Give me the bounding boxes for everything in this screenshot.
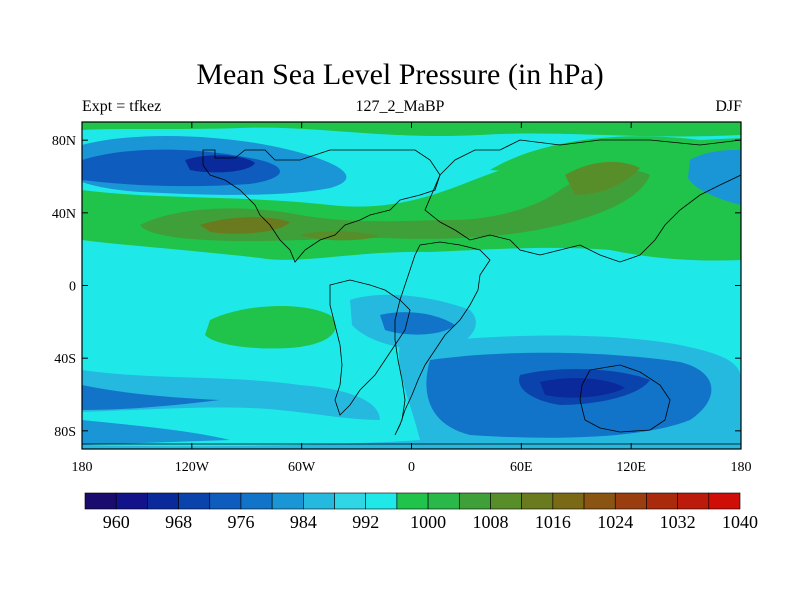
- x-tick-label: 120W: [175, 460, 210, 475]
- colorbar-swatch: [271, 492, 304, 510]
- x-tick-label: 60E: [510, 460, 533, 475]
- x-axis: 180 120W 60W 0 60E 120E 180: [72, 122, 752, 475]
- experiment-label: Expt = tfkez: [82, 98, 162, 115]
- contour-1020-band: [200, 217, 290, 234]
- x-tick-label: 180: [731, 460, 752, 475]
- contour-976-band: [185, 155, 255, 173]
- contour-968-band: [540, 378, 625, 398]
- colorbar-swatch: [427, 492, 460, 510]
- colorbar-swatch: [396, 492, 429, 510]
- x-tick-label: 180: [72, 460, 93, 475]
- coastline-africa: [394, 241, 491, 436]
- x-tick-label: 60W: [288, 460, 316, 475]
- period-label: 127_2_MaBP: [355, 98, 445, 115]
- colorbar-swatch: [521, 492, 554, 510]
- colorbar-label: 976: [227, 512, 254, 532]
- y-tick-label: 80S: [54, 425, 76, 440]
- contour-1016-band: [565, 161, 640, 195]
- contour-984-band: [82, 385, 220, 410]
- colorbar-label: 960: [103, 512, 130, 532]
- colorbar-swatch: [552, 492, 585, 510]
- colorbar-swatch: [583, 492, 616, 510]
- colorbar-swatch: [646, 492, 678, 510]
- colorbar-label: 984: [290, 512, 317, 532]
- x-tick-label: 0: [408, 460, 415, 475]
- y-tick-label: 40S: [54, 352, 76, 367]
- colorbar-label: 1000: [410, 512, 446, 532]
- colorbar-label: 1016: [535, 512, 571, 532]
- contour-992-band: [82, 370, 380, 420]
- colorbar-swatch: [84, 492, 117, 510]
- colorbar-swatch: [209, 492, 242, 510]
- colorbar-swatch: [334, 492, 367, 510]
- coastline-south-america: [329, 279, 411, 416]
- x-tick-label: 120E: [616, 460, 646, 475]
- colorbar-swatch: [147, 492, 179, 510]
- colorbar-swatch: [677, 492, 710, 510]
- y-tick-label: 40N: [52, 207, 76, 222]
- contour-992-band: [688, 149, 741, 205]
- coastline-eurasia: [424, 139, 741, 263]
- colorbar: 960 968 976 984 992 1000 1008 1016 1024 1032 1040: [84, 492, 758, 532]
- colorbar-swatch: [490, 492, 522, 510]
- colorbar-label: 1040: [722, 512, 758, 532]
- colorbar-swatch: [365, 492, 398, 510]
- colorbar-swatch: [708, 492, 741, 510]
- contour-984-band: [380, 312, 455, 335]
- contour-984-band: [82, 420, 230, 445]
- contour-1016-band: [300, 231, 380, 241]
- colorbar-swatch: [178, 492, 211, 510]
- colorbar-label: 1008: [472, 512, 508, 532]
- colorbar-swatch: [614, 492, 647, 510]
- colorbar-label: 992: [352, 512, 379, 532]
- colorbar-swatch: [115, 492, 148, 510]
- season-label: DJF: [715, 98, 742, 115]
- colorbar-swatch: [458, 492, 491, 510]
- contour-1008-band: [82, 122, 741, 137]
- colorbar-swatch: [240, 492, 273, 510]
- coastline-north-america: [202, 149, 441, 263]
- colorbar-label: 968: [165, 512, 192, 532]
- contour-1008-band: [490, 136, 741, 175]
- colorbar-label: 1032: [660, 512, 696, 532]
- y-tick-label: 0: [69, 280, 76, 295]
- contour-fill-layer: [82, 122, 741, 449]
- plot-title: Mean Sea Level Pressure (in hPa): [196, 58, 604, 91]
- colorbar-swatch: [303, 492, 335, 510]
- contour-1000-band: [205, 305, 336, 349]
- colorbar-label: 1024: [597, 512, 633, 532]
- y-axis: 80N 40N 0 40S 80S: [52, 134, 741, 440]
- coastline-australia: [579, 364, 671, 433]
- y-tick-label: 80N: [52, 134, 76, 149]
